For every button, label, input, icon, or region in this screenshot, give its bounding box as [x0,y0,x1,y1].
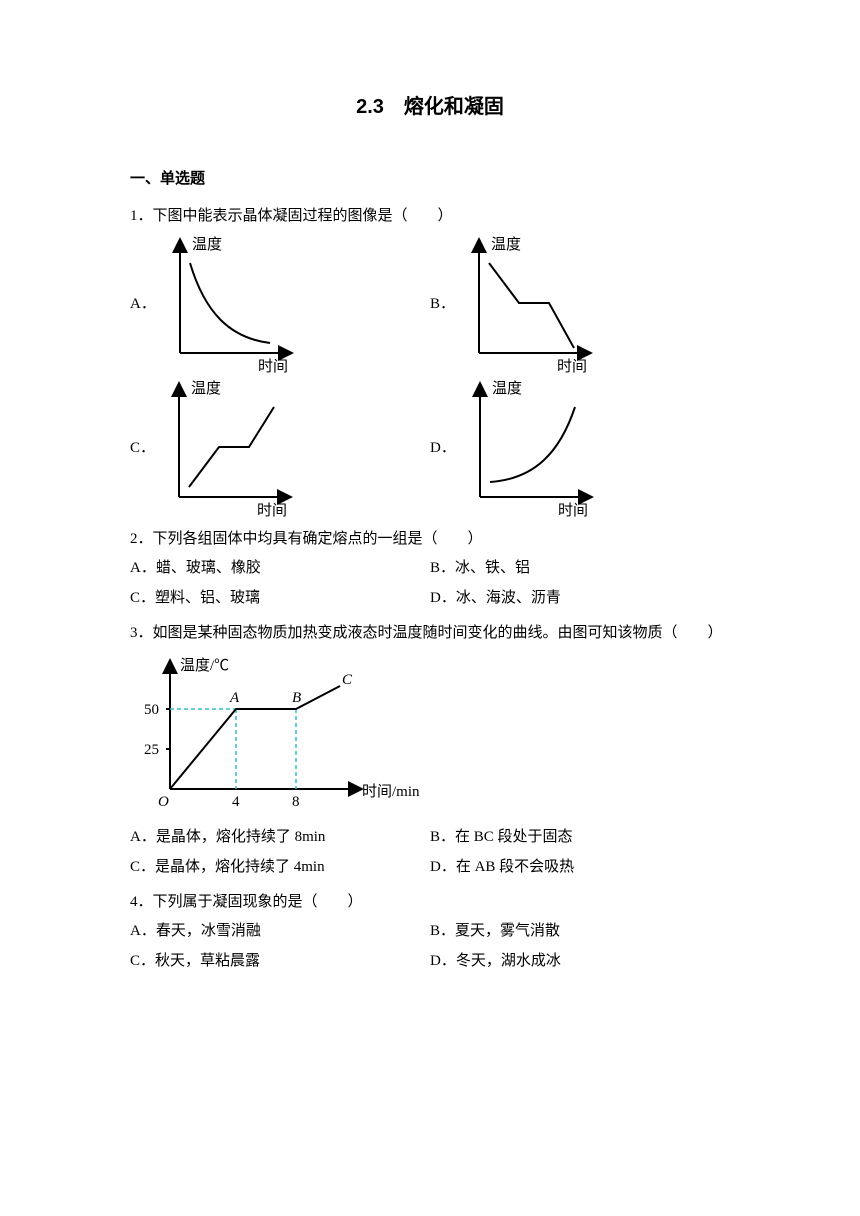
section-heading: 一、单选题 [130,167,730,188]
q1-label-a: A． [130,290,156,319]
q1-graph-d: 温度 时间 [462,379,607,519]
page-title: 2.3 熔化和凝固 [130,90,730,119]
q2-options: A．蜡、玻璃、橡胶 B．冰、铁、铝 C．塑料、铝、玻璃 D．冰、海波、沥青 [130,553,730,613]
question-2: 2．下列各组固体中均具有确定熔点的一组是（ ） A．蜡、玻璃、橡胶 B．冰、铁、… [130,525,730,614]
pt-b: B [292,690,301,706]
xtick-8: 8 [292,794,300,810]
q3-option-b: B．在 BC 段处于固态 [430,822,730,852]
q1-graph-c: 温度 时间 [161,379,306,519]
q1-option-d: D． 温度 时间 [430,379,730,519]
q1-graph-b: 温度 时间 [461,235,606,375]
q3-option-a: A．是晶体，熔化持续了 8min [130,822,430,852]
q2-text: 2．下列各组固体中均具有确定熔点的一组是（ ） [130,525,730,554]
q2-option-b: B．冰、铁、铝 [430,553,730,583]
axis-y-label-c: 温度/℃ [180,657,229,674]
pt-c: C [342,672,353,688]
q3-options: A．是晶体，熔化持续了 8min B．在 BC 段处于固态 C．是晶体，熔化持续… [130,822,730,882]
axis-y-label: 温度 [192,236,222,253]
question-4: 4．下列属于凝固现象的是（ ） A．春天，冰雪消融 B．夏天，雾气消散 C．秋天… [130,888,730,977]
axis-x-label: 时间 [558,502,588,519]
q1-option-c: C． 温度 时间 [130,379,430,519]
q1-text: 1．下图中能表示晶体凝固过程的图像是（ ） [130,202,730,231]
q1-option-b: B． 温度 时间 [430,235,730,375]
q1-label-c: C． [130,434,155,463]
question-3: 3．如图是某种固态物质加热变成液态时温度随时间变化的曲线。由图可知该物质（ ） … [130,619,730,882]
q4-option-a: A．春天，冰雪消融 [130,916,430,946]
pt-a: A [229,690,240,706]
q2-option-c: C．塑料、铝、玻璃 [130,583,430,613]
q1-label-b: B． [430,290,455,319]
axis-x-label: 时间 [557,358,587,375]
q1-row-1: A． 温度 时间 B． 温度 时间 [130,235,730,375]
q4-option-b: B．夏天，雾气消散 [430,916,730,946]
q4-option-c: C．秋天，草粘晨露 [130,946,430,976]
q4-options: A．春天，冰雪消融 B．夏天，雾气消散 C．秋天，草粘晨露 D．冬天，湖水成冰 [130,916,730,976]
axis-x-label: 时间 [258,358,288,375]
q1-row-2: C． 温度 时间 D． 温度 时间 [130,379,730,519]
xtick-4: 4 [232,794,240,810]
pt-o: O [158,794,169,810]
ytick-25: 25 [144,742,159,758]
q4-text: 4．下列属于凝固现象的是（ ） [130,888,730,917]
ytick-50: 50 [144,702,159,718]
q3-graph: 温度/℃ 时间/min 50 25 4 8 O A B C [130,654,730,814]
axis-x-label: 时间 [257,502,287,519]
q4-option-d: D．冬天，湖水成冰 [430,946,730,976]
q1-label-d: D． [430,434,456,463]
q2-option-d: D．冰、海波、沥青 [430,583,730,613]
q2-option-a: A．蜡、玻璃、橡胶 [130,553,430,583]
axis-y-label: 温度 [191,380,221,397]
axis-y-label: 温度 [491,236,521,253]
q3-text: 3．如图是某种固态物质加热变成液态时温度随时间变化的曲线。由图可知该物质（ ） [130,619,730,648]
q3-option-c: C．是晶体，熔化持续了 4min [130,852,430,882]
q3-option-d: D．在 AB 段不会吸热 [430,852,730,882]
q1-option-a: A． 温度 时间 [130,235,430,375]
question-1: 1．下图中能表示晶体凝固过程的图像是（ ） A． 温度 时间 B． [130,202,730,519]
axis-x-label-min: 时间/min [362,783,420,800]
q1-graph-a: 温度 时间 [162,235,307,375]
axis-y-label: 温度 [492,380,522,397]
